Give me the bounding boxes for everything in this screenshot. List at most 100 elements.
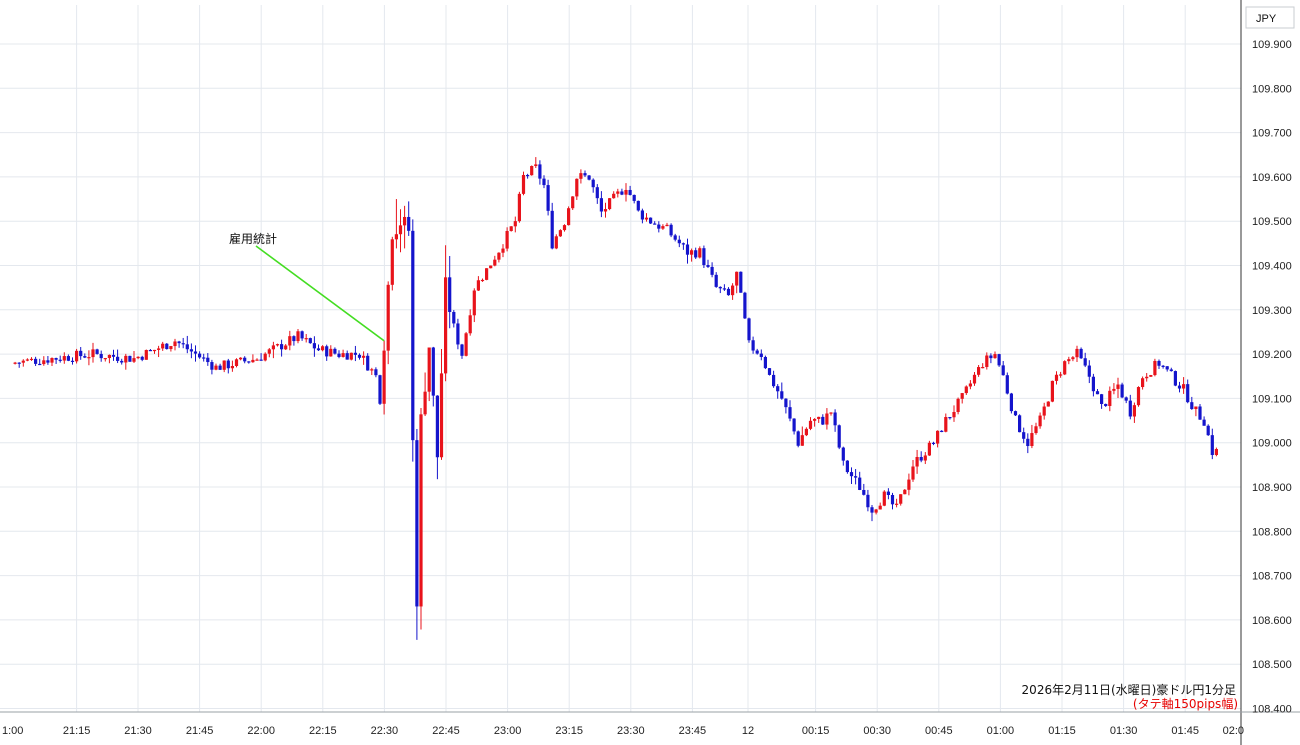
candle-down [726,288,731,296]
candle-up [608,198,612,210]
candle-down [526,174,530,177]
candle-down [866,494,870,508]
candle-down [38,363,42,366]
candle-down [653,223,657,225]
candle-up [690,250,694,255]
candle-up [1042,406,1046,416]
candle-up [1149,375,1153,377]
candle-up [1059,374,1063,376]
candle-down [374,369,378,376]
candle-down [165,343,169,350]
candle-up [1034,426,1038,434]
candle-up [29,358,34,361]
candle-up [964,386,968,394]
x-tick-label: 00:15 [802,725,830,737]
candle-up [1153,360,1157,376]
candle-up [624,189,628,195]
y-tick-label: 109.400 [1252,261,1292,273]
candle-up [103,358,107,360]
candle-up [981,366,985,369]
y-tick-label: 109.800 [1252,83,1292,95]
candle-down [776,386,780,392]
candle-up [1112,388,1116,391]
candle-down [1169,369,1173,372]
candle-up [644,217,649,220]
candle-down [407,216,411,231]
candle-down [116,356,120,361]
candle-down [54,358,58,360]
candle-down [189,349,193,352]
candle-down [1087,365,1091,377]
x-tick-label: 1:00 [2,725,23,737]
candle-down [714,274,718,287]
candle-down [788,407,792,419]
candle-down [751,340,755,351]
candle-up [1063,361,1067,375]
x-tick-label: 22:15 [309,725,337,737]
candle-down [1079,348,1083,359]
candle-down [833,412,837,426]
candle-down [452,311,456,324]
candle-up [567,208,571,226]
candle-down [70,360,75,362]
candle-up [977,367,981,375]
candle-down [415,440,419,607]
candle-up [398,225,403,235]
candle-down [1202,419,1206,426]
candle-up [1067,359,1071,362]
candle-down [759,353,763,357]
y-tick-label: 109.300 [1252,305,1292,317]
candle-down [280,344,284,350]
y-tick-labels: 109.900 109.800 109.700 109.600 109.500 109.4… [1252,39,1292,716]
candle-up [968,383,972,387]
candle-down [1001,365,1005,376]
candle-up [911,466,915,480]
candle-down [1005,375,1009,394]
candle-up [1075,348,1079,358]
candle-down [456,323,460,345]
x-tick-label: 21:30 [124,725,152,737]
y-tick-label: 109.000 [1252,438,1292,450]
candle-up [296,331,300,342]
candle-up [1030,433,1034,447]
candle-up [603,209,608,212]
y-tick-label: 108.900 [1252,482,1292,494]
candle-up [1136,387,1141,406]
candle-up [558,230,562,237]
y-tick-label: 109.100 [1252,393,1292,405]
candle-up [132,358,136,362]
candle-down [1018,415,1022,433]
candle-up [571,196,575,209]
candle-up [21,360,25,363]
candle-down [316,348,321,351]
candle-up [927,442,931,456]
candle-up [423,391,427,415]
candle-up [476,280,480,291]
candle-down [148,349,152,352]
candle-up [534,164,538,167]
currency-label: JPY [1256,13,1277,25]
candle-down [83,356,87,358]
candle-up [554,236,558,249]
candle-up [895,503,899,505]
candle-up [329,348,333,357]
candle-up [284,345,288,350]
candle-down [767,368,772,375]
candle-up [813,418,817,421]
candle-up [234,359,239,367]
candle-up [13,362,17,364]
candles [13,157,1218,640]
x-tick-labels: 1:00 21:15 21:30 21:45 22:00 22:15 22:30 22:45 2… [2,725,1244,737]
candle-down [1198,406,1202,420]
candle-up [173,341,177,347]
candle-down [702,248,706,266]
candle-up [489,265,493,269]
x-tick-label: 12 [742,725,754,737]
candle-up [362,355,366,358]
candle-down [1161,365,1165,367]
candle-down [886,491,890,495]
annotation-pointer-line [255,245,385,342]
candle-up [485,268,489,280]
candle-down [796,431,800,446]
candle-down [550,210,554,249]
